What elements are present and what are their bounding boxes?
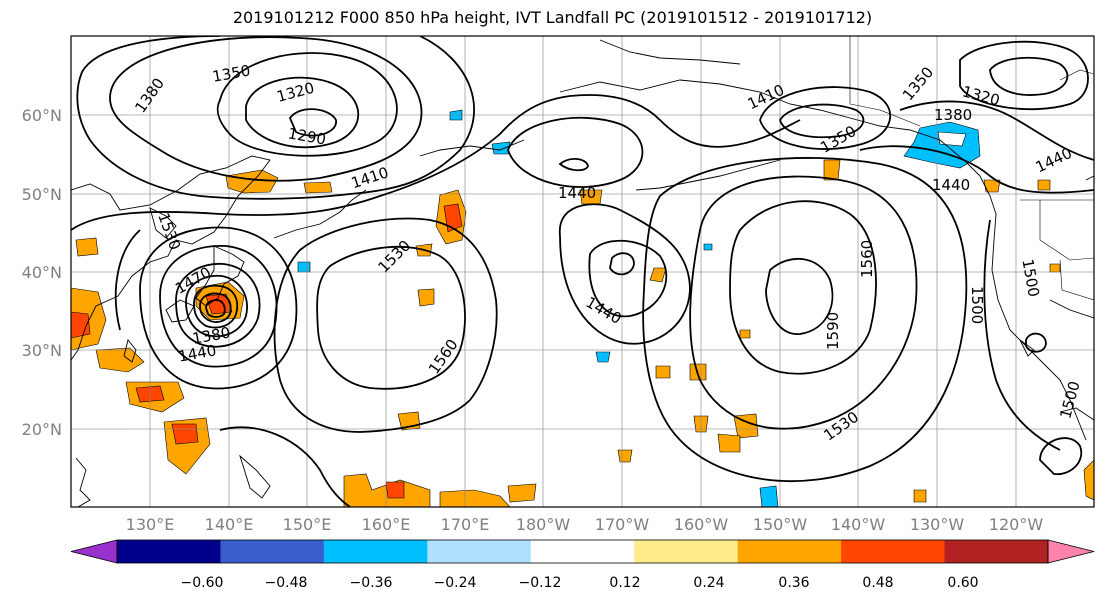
lon-label-160e: 160°E [362,515,411,534]
lon-label-160w: 160°W [674,515,729,534]
colorbar-outline [116,539,1049,564]
lon-label-180w: 180°W [516,515,571,534]
colorbar-tick-label: −0.12 [519,575,562,591]
map-frame [70,35,1095,508]
height-contours [71,36,1094,507]
map-content: 1380 1350 1320 1290 1410 1440 1410 1350 … [71,36,1094,507]
colorbar-segment [323,540,428,563]
colorbar-tick-label: 0.12 [609,575,640,591]
lon-label-140w: 140°W [831,515,886,534]
colorbar-tick-label: 0.48 [862,575,893,591]
colorbar-segment [220,540,325,563]
coastlines [71,39,1094,507]
lon-label-120w: 120°W [989,515,1044,534]
lon-label-140e: 140°E [205,515,254,534]
colorbar-segment [117,540,221,563]
lat-label-60n: 60°N [22,106,62,125]
contour-label: 1590 [824,312,842,350]
lon-label-150e: 150°E [283,515,332,534]
longitude-labels: 130°E 140°E 150°E 160°E 170°E 180°W 170°… [126,515,1044,534]
colorbar-extend-min [70,539,118,564]
colorbar-segment [841,540,946,563]
lon-label-150w: 150°W [753,515,808,534]
lon-label-130e: 130°E [126,515,175,534]
colorbar-segment [944,540,1049,563]
colorbar-segment [530,540,635,563]
lat-label-40n: 40°N [22,263,62,282]
colorbar-tick-label: −0.24 [434,575,477,591]
contour-label: 1560 [858,240,876,278]
colorbar-tick-label: 0.36 [778,575,809,591]
lon-label-170w: 170°W [595,515,650,534]
contour-label: 1440 [932,176,970,194]
map-title: 2019101212 F000 850 hPa height, IVT Land… [232,8,873,27]
lon-label-130w: 130°W [910,515,965,534]
colorbar-segment [737,540,842,563]
colorbar-tick-labels: −0.60 −0.48 −0.36 −0.24 −0.12 0.12 0.24 … [181,575,979,591]
latitude-labels: 60°N 50°N 40°N 30°N 20°N [22,106,62,439]
contour-label: 1500 [968,286,986,324]
colorbar-extend-max [1047,539,1095,564]
colorbar-tick-label: −0.36 [350,575,393,591]
contour-label: 1440 [558,184,596,202]
ivt-negative-shading [297,109,981,507]
colorbar-tick-label: −0.60 [181,575,224,591]
colorbar-segment [427,540,532,563]
contour-label: 1380 [934,106,972,124]
colorbar-tick-label: 0.60 [947,575,978,591]
lon-label-170e: 170°E [441,515,490,534]
lat-label-20n: 20°N [22,420,62,439]
lat-label-30n: 30°N [22,341,62,360]
colorbar [70,539,1095,564]
colorbar-tick-label: 0.24 [693,575,724,591]
colorbar-segment [634,540,739,563]
colorbar-tick-label: −0.48 [265,575,308,591]
gridlines [71,36,1094,507]
lat-label-50n: 50°N [22,185,62,204]
